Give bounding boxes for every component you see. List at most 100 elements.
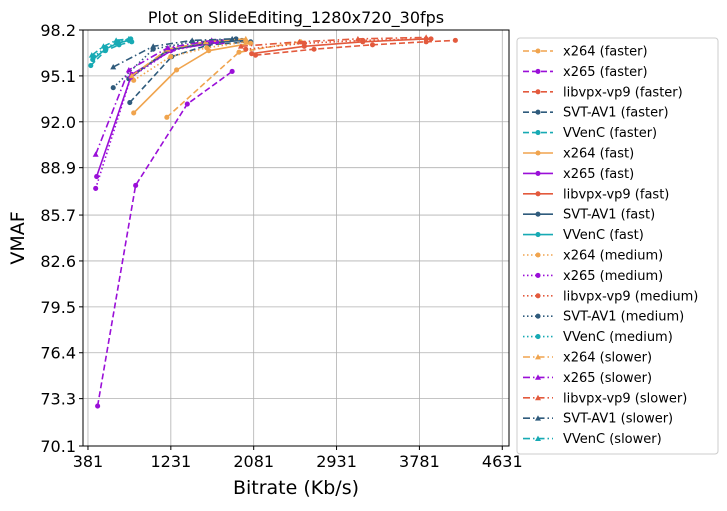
- legend-entry: SVT-AV1 (slower): [523, 412, 673, 427]
- legend-label: x264 (faster): [563, 45, 648, 60]
- series-line: [131, 38, 246, 77]
- series-group: [237, 34, 430, 49]
- legend-entry: libvpx-vp9 (medium): [523, 289, 698, 304]
- y-tick-label: 85.7: [40, 206, 76, 225]
- legend-swatch-marker: [535, 191, 541, 197]
- plot-series: [88, 34, 458, 409]
- legend-label: VVenC (fast): [563, 228, 644, 243]
- data-point: [174, 67, 180, 73]
- series-line: [240, 36, 427, 48]
- legend-swatch-marker: [535, 130, 541, 136]
- legend-label: libvpx-vp9 (fast): [563, 187, 669, 202]
- series-group: [90, 37, 132, 63]
- legend: x264 (faster) x265 (faster) libvpx-vp9 (fa…: [516, 37, 719, 455]
- data-point: [428, 36, 434, 42]
- legend-entry: libvpx-vp9 (fast): [523, 187, 669, 202]
- data-point: [125, 66, 132, 73]
- legend-entry: libvpx-vp9 (faster): [523, 85, 683, 100]
- legend-swatch-marker: [535, 232, 541, 238]
- legend-entry: VVenC (faster): [523, 126, 657, 141]
- data-point: [249, 51, 255, 57]
- legend-swatch-marker: [535, 435, 541, 441]
- y-tick-label: 70.1: [40, 437, 76, 456]
- data-point: [128, 72, 135, 79]
- data-point: [150, 43, 157, 49]
- data-point: [113, 37, 120, 43]
- data-point: [229, 35, 236, 42]
- y-tick-label: 76.4: [40, 344, 76, 363]
- legend-label: SVT-AV1 (medium): [563, 310, 684, 325]
- data-point: [243, 46, 249, 52]
- series-line: [91, 38, 129, 56]
- series-line: [94, 39, 212, 155]
- data-point: [229, 68, 235, 75]
- x-axis-label: Bitrate (Kb/s): [233, 477, 359, 499]
- x-tick-label: 2931: [316, 452, 357, 471]
- data-point: [164, 44, 171, 51]
- grid-lines: [83, 29, 509, 447]
- y-axis-label: VMAF: [7, 211, 29, 264]
- legend-swatch-marker: [535, 313, 541, 319]
- series-group: [95, 68, 235, 409]
- legend-entry: SVT-AV1 (faster): [523, 106, 669, 121]
- plot-frame: [82, 29, 510, 447]
- legend-swatch-marker: [535, 415, 541, 421]
- data-point: [168, 54, 174, 60]
- data-point: [100, 43, 107, 49]
- legend-swatch-marker: [535, 272, 541, 278]
- legend-label: SVT-AV1 (faster): [563, 106, 669, 121]
- series-line: [166, 41, 301, 118]
- y-tick-label: 88.9: [40, 159, 76, 178]
- data-point: [248, 40, 254, 46]
- y-tick-label: 98.2: [40, 21, 76, 40]
- series-group: [92, 37, 215, 157]
- data-point: [110, 85, 116, 91]
- data-point: [94, 174, 100, 180]
- series-group: [252, 37, 458, 58]
- series-line: [95, 41, 223, 177]
- data-point: [452, 37, 458, 43]
- series-line: [94, 41, 217, 189]
- data-point: [423, 34, 430, 40]
- series-group: [88, 39, 135, 69]
- legend-label: libvpx-vp9 (faster): [563, 85, 683, 100]
- legend-label: x264 (medium): [563, 249, 663, 264]
- legend-entry: x264 (faster): [523, 45, 648, 60]
- data-point: [296, 38, 303, 45]
- legend-label: SVT-AV1 (slower): [563, 412, 673, 427]
- chart-title: Plot on SlideEditing_1280x720_30fps: [148, 8, 444, 28]
- legend-swatch-marker: [535, 150, 541, 156]
- legend-label: x265 (medium): [563, 269, 663, 284]
- legend-entry: x265 (faster): [523, 65, 648, 80]
- legend-swatch-marker: [535, 252, 541, 258]
- legend-swatch-marker: [535, 109, 541, 115]
- legend-swatch-marker: [535, 394, 541, 401]
- data-point: [189, 37, 196, 43]
- legend-entry: VVenC (medium): [523, 330, 673, 345]
- data-point: [125, 35, 132, 42]
- series-line: [96, 70, 233, 407]
- series-group: [110, 35, 236, 70]
- legend-entry: x264 (medium): [523, 249, 663, 264]
- legend-label: x264 (slower): [563, 351, 652, 366]
- series-group: [131, 40, 254, 116]
- legend-swatch-marker: [535, 89, 541, 95]
- legend-swatch-marker: [535, 48, 541, 54]
- data-point: [369, 42, 376, 48]
- data-point: [237, 43, 244, 49]
- data-point: [127, 99, 133, 106]
- legend-entry: x264 (slower): [523, 351, 652, 366]
- legend-entry: libvpx-vp9 (slower): [523, 391, 687, 406]
- series-group: [88, 35, 132, 58]
- legend-entry: VVenC (fast): [523, 228, 644, 243]
- x-tick-label: 381: [73, 452, 104, 471]
- x-tick-label: 4631: [482, 452, 523, 471]
- data-point: [204, 45, 210, 51]
- x-tick-label: 3781: [399, 452, 440, 471]
- series-line: [129, 41, 251, 104]
- legend-label: VVenC (medium): [563, 330, 673, 345]
- legend-entry: x265 (slower): [523, 371, 652, 386]
- y-tick-label: 82.6: [40, 252, 76, 271]
- data-point: [236, 49, 242, 55]
